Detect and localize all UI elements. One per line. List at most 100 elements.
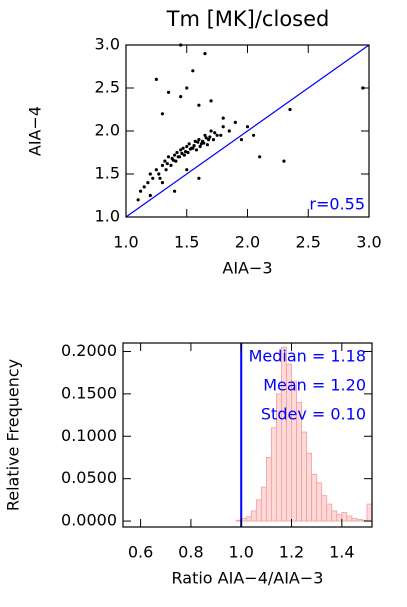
point <box>191 69 195 73</box>
point <box>154 77 158 81</box>
bar <box>250 510 257 522</box>
point <box>183 150 188 154</box>
point <box>169 163 173 167</box>
point <box>288 107 292 112</box>
point <box>213 131 217 135</box>
point <box>194 148 199 152</box>
x-axis-label: AIA−3 <box>222 259 272 278</box>
bar <box>336 513 343 522</box>
bar <box>326 503 333 522</box>
y-tick-label: 2.5 <box>95 78 120 97</box>
bar <box>255 499 262 522</box>
bar <box>306 452 313 522</box>
point <box>205 143 210 147</box>
point <box>173 189 177 193</box>
x-tick-label: 0.8 <box>178 543 203 562</box>
point <box>204 136 208 140</box>
y-tick-label: 1.5 <box>95 164 120 183</box>
point <box>221 125 225 129</box>
x-tick-label: 1.4 <box>329 543 354 562</box>
point <box>193 139 197 143</box>
point <box>208 135 212 139</box>
point <box>176 155 180 159</box>
point <box>200 139 205 143</box>
point <box>160 181 165 185</box>
point <box>157 172 161 176</box>
point <box>185 144 189 149</box>
x-tick-label: 1.2 <box>279 543 304 562</box>
point <box>166 90 171 94</box>
point <box>188 147 192 151</box>
point <box>221 116 225 120</box>
y-tick-label: 0.2000 <box>61 341 117 360</box>
annotation: r=0.55 <box>309 195 365 214</box>
x-tick-label: 2.5 <box>296 233 321 252</box>
y-tick-label: 0.0000 <box>61 511 117 530</box>
x-tick-label: 2.0 <box>235 233 260 252</box>
x-tick-label: 1.5 <box>174 233 199 252</box>
y-tick-label: 1.0 <box>95 207 120 226</box>
bar <box>265 457 272 522</box>
bar <box>366 503 373 522</box>
point <box>154 168 158 172</box>
bar <box>341 512 348 522</box>
point <box>207 138 211 142</box>
bar <box>270 427 277 522</box>
bar <box>245 516 252 522</box>
x-tick-label: 3.0 <box>356 233 381 252</box>
point <box>187 142 191 146</box>
bar <box>331 510 338 522</box>
point <box>197 103 201 107</box>
y-axis-label: AIA−4 <box>26 106 45 156</box>
point <box>197 176 201 180</box>
point <box>142 185 146 189</box>
point <box>282 159 286 163</box>
point <box>186 150 190 155</box>
point <box>175 150 179 155</box>
point <box>181 146 185 150</box>
point <box>258 155 262 159</box>
point <box>160 112 165 116</box>
point <box>165 162 169 166</box>
bar <box>260 486 267 522</box>
identity-line <box>125 44 370 218</box>
point <box>203 52 207 56</box>
point <box>227 129 231 133</box>
annotation: Median = 1.18 <box>249 347 366 366</box>
bar <box>291 380 297 522</box>
point <box>198 144 202 149</box>
point <box>146 181 150 185</box>
y-tick-label: 0.1500 <box>61 383 117 402</box>
point <box>219 133 223 137</box>
point <box>239 138 244 142</box>
point <box>185 168 189 172</box>
point <box>179 148 183 152</box>
y-tick-label: 0.1000 <box>61 426 117 445</box>
point <box>245 125 250 129</box>
point <box>171 158 175 162</box>
point <box>163 159 167 163</box>
x-axis-label: Ratio AIA−4/AIA−3 <box>172 569 324 588</box>
bar <box>356 518 363 522</box>
point <box>203 133 207 137</box>
point <box>209 99 213 103</box>
point <box>158 176 162 180</box>
annotation: Mean = 1.20 <box>263 376 366 395</box>
point <box>209 129 213 133</box>
point <box>182 153 186 157</box>
y-tick-label: 0.0500 <box>61 468 117 487</box>
point <box>185 86 189 90</box>
point <box>174 159 178 163</box>
bar <box>351 518 358 522</box>
y-axis-label: Relative Frequency <box>4 359 23 511</box>
point <box>215 133 219 137</box>
bar <box>321 495 328 522</box>
y-tick-label: 2.0 <box>95 121 120 140</box>
point <box>180 151 184 155</box>
point <box>192 144 196 148</box>
point <box>148 193 152 198</box>
bar <box>316 482 323 522</box>
chart-title: Tm [MK]/closed <box>166 7 330 31</box>
point <box>197 138 201 142</box>
